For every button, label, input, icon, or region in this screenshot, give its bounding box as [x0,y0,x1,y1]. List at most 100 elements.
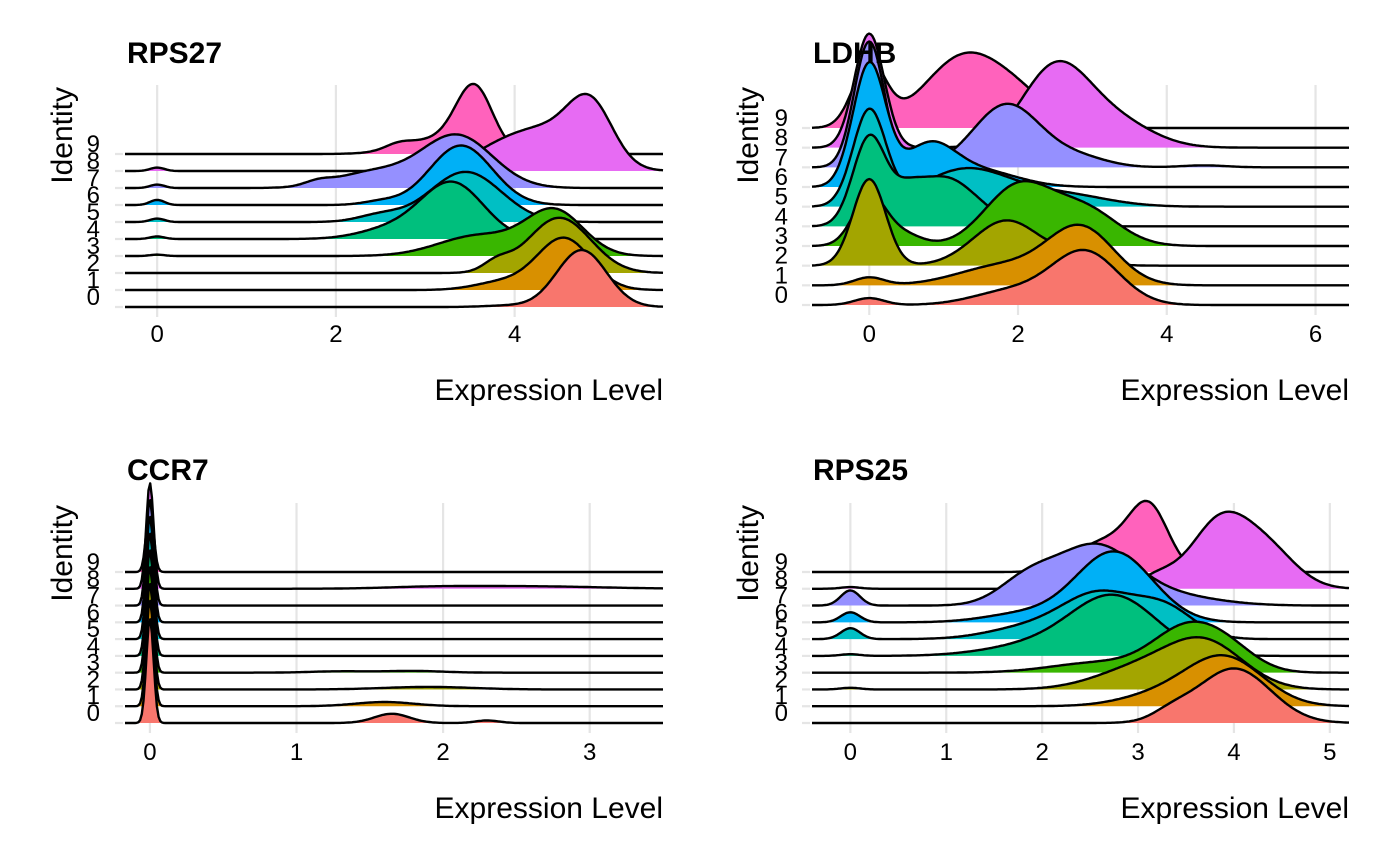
x-axis-title: Expression Level [435,374,663,407]
ridge-line-3 [811,180,1349,248]
ridge-line-3 [125,566,663,674]
y-tick-label: 9 [775,105,788,132]
x-tick-label: 2 [1035,739,1048,766]
x-tick-label: 4 [508,321,521,348]
ridge-line-1 [812,223,1349,287]
y-tick-label: 4 [87,633,100,660]
y-axis-title: Identity [732,505,765,602]
y-tick-label: 2 [775,666,788,693]
ridge-line-6 [125,515,663,624]
y-tick-label: 2 [87,250,100,277]
y-tick-label: 0 [775,282,788,309]
y-tick-label: 1 [87,683,100,710]
y-tick-label: 1 [775,683,788,710]
y-tick-label: 4 [87,216,100,243]
y-tick-label: 6 [775,599,788,626]
y-tick-label: 5 [775,184,788,211]
ridge-fill-4 [812,594,1349,656]
x-axis-title: Expression Level [1121,374,1349,407]
ridge-line-4 [812,593,1349,658]
y-tick-label: 6 [775,164,788,191]
ridge-fill-9 [812,52,1349,128]
y-tick-label: 6 [87,599,100,626]
panel-title: LDHB [813,37,896,70]
panel-title: RPS27 [127,37,222,70]
y-axis-title: Identity [46,505,79,602]
x-tick-label: 0 [150,321,163,348]
x-tick-label: 6 [1309,321,1322,348]
ridge-line-0 [125,618,663,725]
ridge-line-1 [125,599,663,708]
ridge-line-8 [812,32,1349,149]
y-tick-label: 8 [87,148,100,175]
y-tick-label: 9 [87,131,100,158]
x-tick-label: 0 [143,739,156,766]
x-tick-label: 3 [583,739,596,766]
x-axis-title: Expression Level [435,792,663,825]
y-tick-label: 6 [87,182,100,209]
y-tick-label: 2 [87,666,100,693]
y-tick-label: 9 [775,549,788,576]
y-tick-label: 0 [87,284,100,311]
y-tick-label: 1 [87,267,100,294]
ridge-line-7 [125,499,663,607]
ridge-line-3 [125,206,663,258]
ridge-line-6 [811,60,1349,189]
y-axis-title: Identity [46,87,79,184]
y-tick-label: 7 [87,583,100,610]
ridge-fill-2 [812,179,1349,266]
y-tick-label: 4 [775,633,788,660]
y-tick-label: 5 [87,199,100,226]
x-tick-label: 1 [940,739,953,766]
ridge-line-1 [812,654,1350,708]
ridge-fill-7 [125,134,663,188]
ridge-line-0 [812,667,1349,725]
ridge-fill-6 [812,551,1349,623]
x-tick-label: 4 [1160,321,1173,348]
y-tick-label: 3 [87,233,100,260]
ridge-fill-2 [125,217,663,273]
x-tick-label: 5 [1323,739,1336,766]
ridge-fill-8 [812,511,1349,589]
x-tick-label: 0 [844,739,857,766]
x-axis-title: Expression Level [1121,792,1349,825]
ridge-line-6 [812,550,1349,624]
y-tick-label: 3 [87,650,100,677]
ridge-line-6 [125,144,663,207]
ridge-fill-0 [125,250,663,307]
ridge-line-3 [812,620,1349,674]
x-tick-label: 2 [329,321,342,348]
y-tick-label: 8 [775,125,788,152]
y-tick-label: 8 [775,566,788,593]
y-tick-label: 0 [775,700,788,727]
x-tick-label: 1 [290,739,303,766]
y-tick-label: 4 [775,203,788,230]
ridge-line-7 [811,542,1349,607]
ridge-line-9 [125,503,663,574]
ridge-fill-0 [812,668,1349,723]
y-tick-label: 5 [87,616,100,643]
ridge-line-8 [125,482,664,590]
panel-title: CCR7 [127,454,209,487]
y-axis-title: Identity [732,87,765,184]
ridge-line-5 [125,532,663,641]
ridge-line-5 [812,589,1349,641]
y-tick-label: 7 [87,165,100,192]
ridge-line-2 [812,636,1349,691]
y-tick-label: 9 [87,549,100,576]
x-tick-label: 3 [1131,739,1144,766]
x-tick-label: 2 [1011,321,1024,348]
ridge-fill-4 [125,181,663,239]
x-tick-label: 4 [1227,739,1240,766]
y-tick-label: 3 [775,650,788,677]
ridge-fill-8 [125,93,663,171]
ridge-fill-5 [125,171,663,222]
ridge-line-2 [125,582,663,691]
ridge-fill-6 [812,62,1349,187]
y-tick-label: 2 [775,243,788,270]
ridge-fill-8 [812,33,1349,148]
